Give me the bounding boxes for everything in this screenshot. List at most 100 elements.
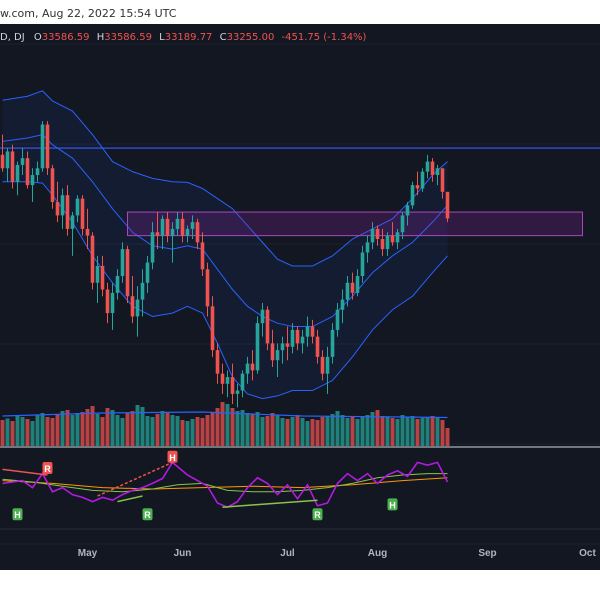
candle <box>305 316 310 347</box>
volume-bar <box>120 418 125 446</box>
candle <box>185 225 190 243</box>
candle <box>130 276 135 324</box>
volume-bar <box>335 411 340 446</box>
open-label: O <box>33 32 42 43</box>
volume-bar <box>400 415 405 446</box>
signal-label: H <box>167 450 178 463</box>
candle-body <box>135 299 140 317</box>
candle-body <box>435 168 440 176</box>
candle <box>260 302 265 337</box>
candle-body <box>420 171 425 189</box>
x-tick-label: Jun <box>174 548 192 559</box>
candle-body <box>40 124 45 169</box>
candle <box>15 161 20 196</box>
candle-body <box>350 282 355 293</box>
candle-body <box>140 282 145 300</box>
volume-bar <box>340 415 345 446</box>
candle <box>290 323 295 354</box>
candle-body <box>225 377 230 384</box>
volume-bar <box>435 418 440 446</box>
candle-body <box>145 262 150 283</box>
candle <box>350 272 355 300</box>
candle-body <box>270 343 275 361</box>
candle-body <box>125 249 130 297</box>
volume-bar <box>325 416 330 446</box>
volume-bar <box>345 418 350 446</box>
candle <box>35 161 40 182</box>
candle <box>100 255 105 297</box>
candle-body <box>360 252 365 277</box>
source-timestamp: w.com, Aug 22, 2022 15:54 UTC <box>0 7 177 20</box>
candle <box>25 151 30 189</box>
volume-bar <box>130 411 135 446</box>
candle-body <box>315 336 320 357</box>
candle-body <box>90 235 95 283</box>
candle <box>205 262 210 317</box>
candle <box>95 255 100 303</box>
volume-bar <box>55 414 60 446</box>
signal-label-text: H <box>169 453 176 463</box>
volume-bar <box>165 413 170 446</box>
volume-bar <box>205 415 210 446</box>
candle-body <box>255 323 260 371</box>
volume-bar <box>365 415 370 446</box>
volume-bar <box>0 420 5 446</box>
signal-label-text: R <box>144 510 151 520</box>
volume-bar <box>40 413 45 446</box>
volume-bar <box>45 417 50 446</box>
candle <box>445 191 450 223</box>
signal-label-bg <box>12 508 23 521</box>
candle-body <box>20 158 25 165</box>
candle-body <box>300 336 305 344</box>
candle <box>370 222 375 250</box>
candle-body <box>65 195 70 229</box>
candle <box>120 242 125 283</box>
volume-bar <box>95 414 100 446</box>
volume-bar <box>115 415 120 446</box>
volume-bar <box>150 417 155 446</box>
candle <box>380 228 385 256</box>
volume-bar <box>105 408 110 446</box>
bollinger-mid-line <box>2 134 448 328</box>
price-chart[interactable]: May Jun Jul Aug Sep Oct R H R H R H <box>0 24 600 570</box>
candle-body <box>245 363 250 374</box>
candle <box>170 222 175 263</box>
volume-bar <box>140 407 145 446</box>
candle <box>300 329 305 354</box>
volume-ma-line <box>2 411 448 419</box>
candle <box>160 215 165 250</box>
volume-bar <box>330 414 335 446</box>
rsi-line <box>2 461 449 509</box>
candle <box>190 215 195 239</box>
candle <box>310 319 315 344</box>
candle-body <box>0 154 5 169</box>
signal-label-bg <box>42 462 53 474</box>
close-label: C <box>219 32 227 43</box>
volume-bar <box>125 413 130 446</box>
volume-bar <box>245 413 250 446</box>
volume-bar <box>425 417 430 446</box>
candle <box>395 228 400 250</box>
candle-body <box>35 168 40 176</box>
open-value: 33586.59 <box>41 32 90 43</box>
volume-bar <box>285 419 290 446</box>
volume-bar <box>380 416 385 446</box>
candle <box>415 171 420 196</box>
ohlc-legend: D, DJ O33586.59 H33586.59 L33189.77 C332… <box>0 32 366 43</box>
candle <box>225 370 230 398</box>
candle <box>355 269 360 297</box>
candle-body <box>55 201 60 216</box>
candle <box>335 302 340 337</box>
candle <box>325 346 330 394</box>
volume-bar <box>215 408 220 446</box>
signal-label-text: H <box>14 510 21 520</box>
candles[interactable] <box>0 121 450 408</box>
candle-body <box>410 185 415 206</box>
candle-body <box>365 242 370 253</box>
candle-body <box>385 235 390 250</box>
volume-bar <box>195 417 200 446</box>
candle <box>405 201 410 226</box>
candle-body <box>85 228 90 236</box>
candle <box>180 212 185 243</box>
